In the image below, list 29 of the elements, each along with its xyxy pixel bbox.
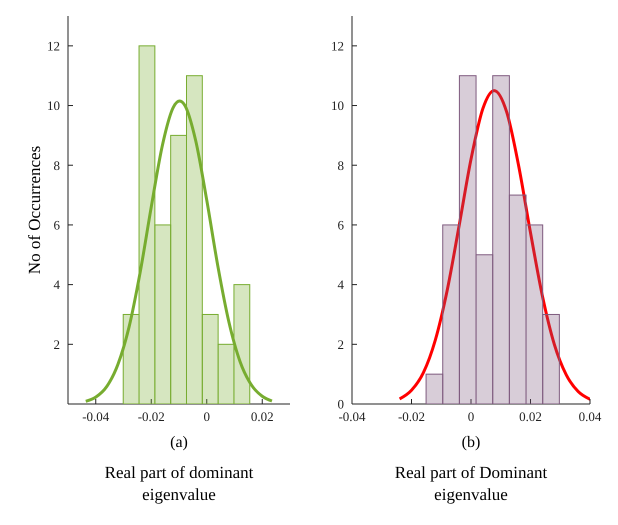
text: (a) (169, 434, 189, 452)
x-tick-label: -0.04 (338, 409, 366, 424)
line-series (398, 89, 590, 401)
y-tick-label: 8 (338, 158, 344, 173)
x-axis-title: Real part of Dominant eigenvalue (394, 462, 548, 506)
y-tick-label: 2 (338, 336, 344, 352)
y-tick-label: 12 (47, 38, 60, 54)
y-tick-label: 10 (331, 98, 344, 114)
y-tick-label: 0 (338, 396, 344, 412)
x-tick-label: 0.04 (578, 409, 602, 424)
x-axis-title: Real part of dominant eigenvalue (104, 462, 254, 506)
x-tick-label: -0.02 (398, 409, 426, 424)
y-tick-label: 2 (54, 336, 60, 352)
y-axis-title: No of Occurrences (25, 146, 44, 274)
x-tick-label: -0.04 (82, 409, 110, 424)
y-tick-label: 12 (331, 38, 344, 54)
line-series (84, 100, 274, 403)
x-tick-label: 0 (468, 409, 474, 424)
x-tick-label: 0.02 (250, 409, 274, 424)
y-tick-label: 10 (47, 98, 60, 114)
y-tick-label: 8 (54, 158, 60, 173)
x-tick-label: 0.02 (519, 409, 542, 424)
y-tick-label: 4 (338, 277, 344, 292)
text: (b) (460, 434, 482, 452)
y-tick-label: 4 (54, 277, 60, 292)
x-tick-label: -0.02 (138, 409, 165, 424)
x-tick-label: 0 (204, 409, 210, 424)
y-tick-label: 6 (54, 218, 60, 233)
y-tick-label: 6 (338, 218, 344, 233)
